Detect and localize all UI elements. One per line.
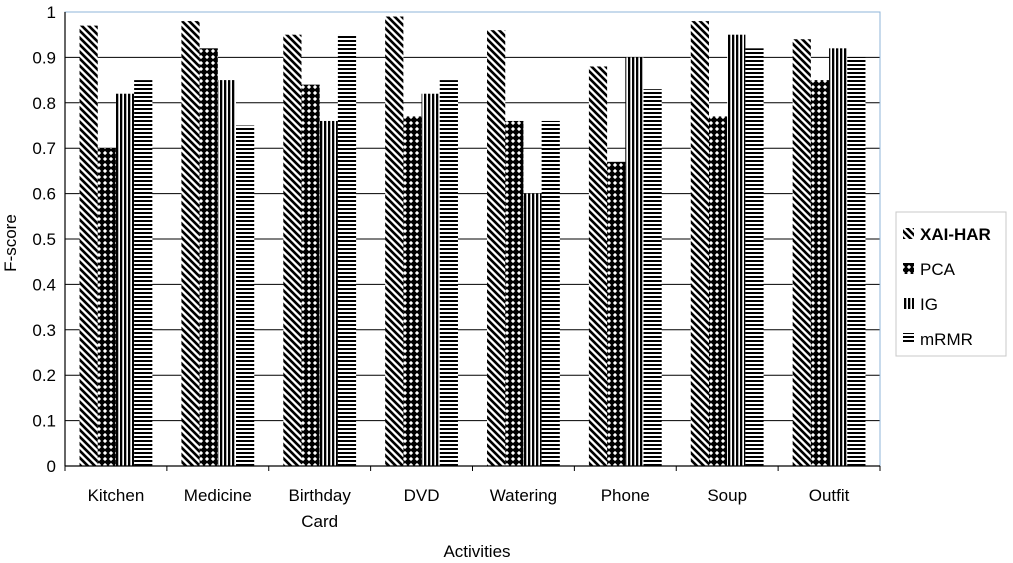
bar-ig-phone bbox=[625, 57, 644, 467]
bar-ig-medicine bbox=[217, 80, 237, 466]
y-tick-label: 0.9 bbox=[32, 48, 56, 67]
bar-xai-har-outfit bbox=[792, 39, 811, 467]
bar-pca-phone bbox=[607, 161, 626, 466]
bar-mrmr-kitchen bbox=[134, 80, 153, 466]
bar-pca-dvd bbox=[403, 116, 422, 467]
legend-swatch-xai-har bbox=[903, 228, 914, 239]
bar-pca-birthday-card bbox=[301, 84, 320, 466]
x-tick-label: Medicine bbox=[184, 486, 252, 505]
legend-swatch-mrmr bbox=[903, 333, 914, 344]
x-tick-label: Soup bbox=[707, 486, 747, 505]
bar-xai-har-kitchen bbox=[79, 25, 98, 467]
y-tick-label: 0.7 bbox=[32, 139, 56, 158]
bar-mrmr-medicine bbox=[236, 125, 255, 466]
legend-swatch-pca bbox=[903, 263, 914, 274]
bar-xai-har-medicine bbox=[181, 21, 200, 467]
bar-mrmr-soup bbox=[745, 48, 764, 466]
x-tick-label: Kitchen bbox=[88, 486, 145, 505]
bar-pca-medicine bbox=[199, 48, 218, 466]
bar-xai-har-birthday-card bbox=[283, 34, 302, 466]
bar-ig-dvd bbox=[421, 93, 440, 466]
y-tick-label: 0.8 bbox=[32, 94, 56, 113]
bar-mrmr-dvd bbox=[439, 80, 458, 466]
bar-pca-outfit bbox=[810, 80, 830, 466]
y-tick-label: 0.5 bbox=[32, 230, 56, 249]
legend-label-mrmr: mRMR bbox=[920, 330, 973, 349]
bar-ig-soup bbox=[727, 34, 746, 466]
legend: XAI-HAR PCA IG mRMR bbox=[895, 211, 1007, 357]
legend-label-ig: IG bbox=[920, 295, 938, 314]
y-tick-labels: 0 0.1 0.2 0.3 0.4 0.5 0.6 0.7 0.8 0.9 1 bbox=[32, 3, 56, 476]
legend-box bbox=[895, 211, 1007, 357]
bar-ig-kitchen bbox=[115, 93, 135, 466]
legend-swatch-ig bbox=[903, 298, 914, 309]
bar-ig-watering bbox=[523, 193, 542, 466]
x-tick-label: Watering bbox=[490, 486, 557, 505]
axes bbox=[64, 11, 881, 471]
x-tick-labels: Kitchen Medicine Birthday Card DVD Watering Ph… bbox=[88, 486, 850, 531]
bar-xai-har-watering bbox=[487, 30, 506, 466]
x-axis-title: Activities bbox=[443, 542, 510, 561]
y-tick-label: 0.3 bbox=[32, 321, 56, 340]
y-tick-label: 0 bbox=[47, 457, 56, 476]
legend-label-pca: PCA bbox=[920, 260, 956, 279]
legend-label-xai-har: XAI-HAR bbox=[920, 225, 991, 244]
y-tick-label: 1 bbox=[47, 3, 56, 22]
y-tick-label: 0.4 bbox=[32, 275, 56, 294]
bar-xai-har-soup bbox=[690, 21, 709, 467]
bar-ig-outfit bbox=[829, 48, 848, 466]
x-tick-label: Outfit bbox=[809, 486, 850, 505]
bar-pca-soup bbox=[708, 116, 728, 467]
bar-pca-watering bbox=[505, 120, 524, 467]
bars bbox=[79, 16, 866, 467]
y-axis-title: F-score bbox=[1, 214, 20, 272]
x-tick-label: Phone bbox=[601, 486, 650, 505]
y-tick-label: 0.1 bbox=[32, 412, 56, 431]
x-tick-label: Birthday Card bbox=[289, 486, 352, 531]
bar-xai-har-phone bbox=[588, 66, 608, 466]
y-tick-label: 0.2 bbox=[32, 366, 56, 385]
bar-ig-birthday-card bbox=[319, 120, 338, 467]
bar-mrmr-watering bbox=[541, 120, 560, 467]
bar-mrmr-birthday-card bbox=[337, 34, 357, 466]
bar-mrmr-outfit bbox=[847, 57, 866, 467]
bar-pca-kitchen bbox=[97, 148, 116, 466]
x-tick-label: DVD bbox=[404, 486, 440, 505]
bar-mrmr-phone bbox=[643, 89, 662, 467]
y-tick-label: 0.6 bbox=[32, 185, 56, 204]
bar-xai-har-dvd bbox=[385, 16, 404, 466]
